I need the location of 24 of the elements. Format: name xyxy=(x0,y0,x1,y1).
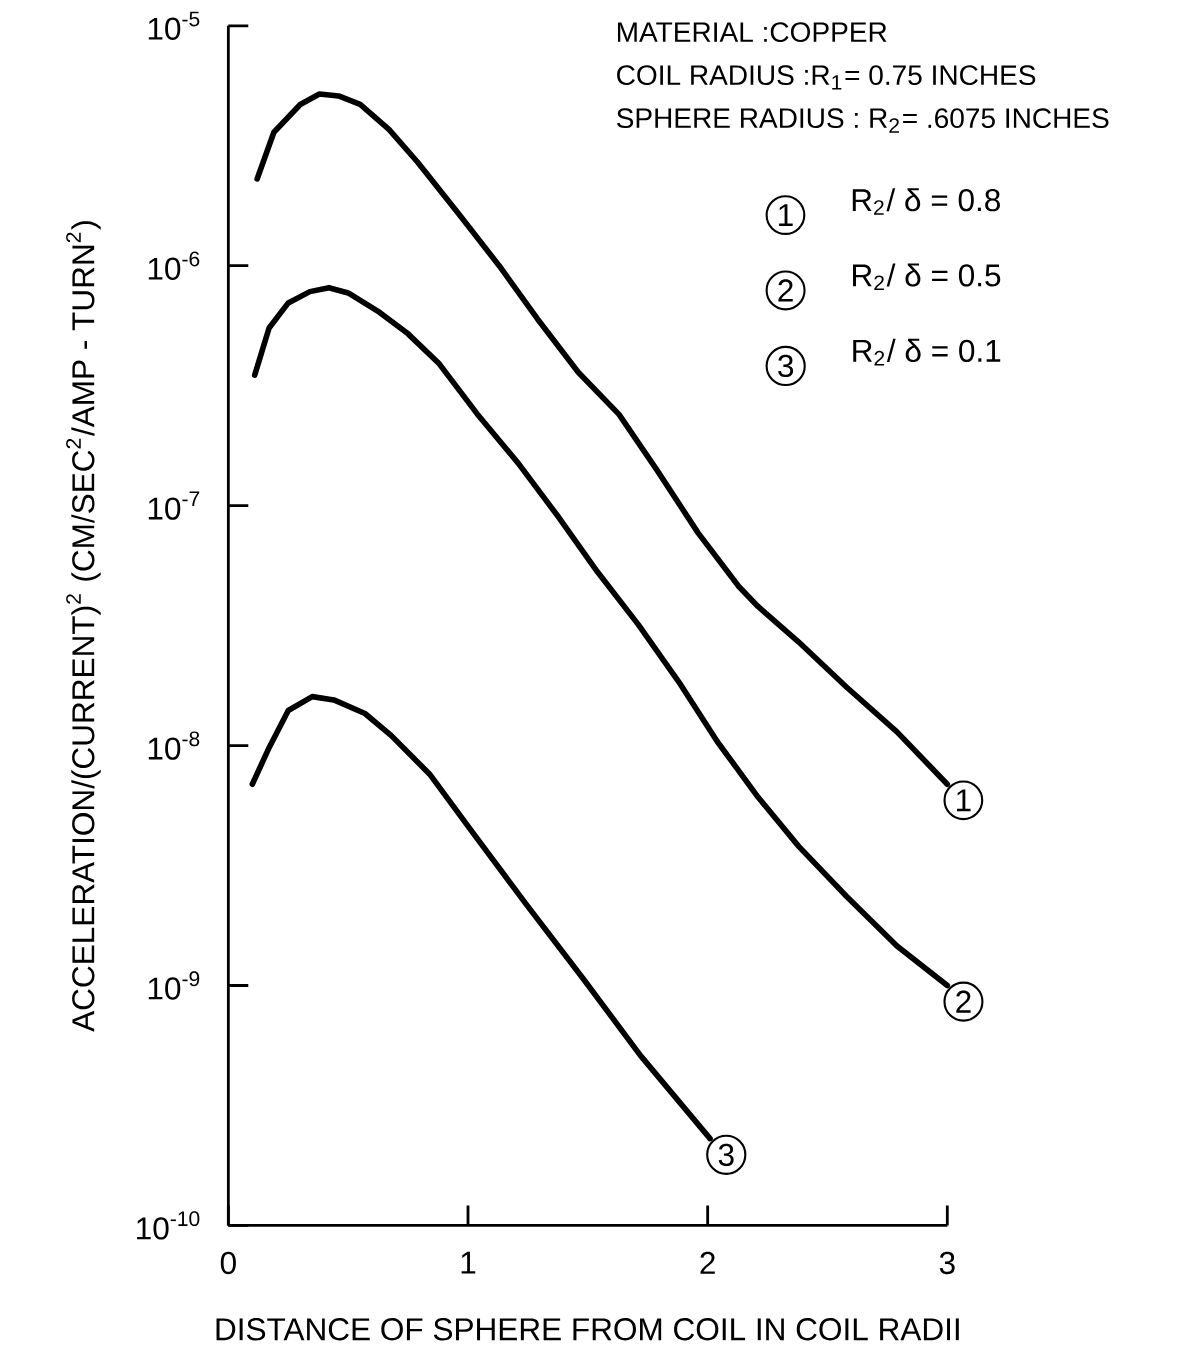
x-tick-label: 1 xyxy=(461,1251,476,1274)
annotation: SPHERE RADIUS : R$_{2}$= .6075 INCHES xyxy=(617,108,1109,133)
text: 1 xyxy=(957,789,971,812)
annotation: COIL RADIUS :R$_{1}$= 0.75 INCHES xyxy=(617,65,1036,90)
x-axis-title: DISTANCE OF SPHERE FROM COIL IN COIL RADII xyxy=(216,1318,959,1341)
y-tick-label: 10$^{-7}$ xyxy=(149,491,200,520)
annotation: MATERIAL :COPPER xyxy=(618,22,887,43)
legend-label: R$_{2}$/ δ = 0.8 xyxy=(852,188,1001,215)
y-tick-label: 10$^{-8}$ xyxy=(149,731,200,760)
text: 3 xyxy=(778,354,794,378)
annotation: 1 xyxy=(779,204,793,226)
annotation: 2 xyxy=(778,279,793,302)
y-tick-label: 10$^{-5}$ xyxy=(149,11,200,40)
text: 2 xyxy=(956,990,971,1013)
x-tick-label: 0 xyxy=(220,1251,237,1275)
y-axis-title: ACCELERATION/(CURRENT)$^{2}$ (CM/SEC$^{2}$/AMP - TURN$^{2}$) xyxy=(66,221,101,1032)
y-tick-label: 10$^{-10}$ xyxy=(137,1211,200,1240)
legend-label: R$_{2}$/ δ = 0.1 xyxy=(853,338,1001,366)
annotation: 3 xyxy=(718,1143,734,1167)
y-tick-label: 10$^{-9}$ xyxy=(149,971,200,1000)
x-tick-label: 2 xyxy=(700,1251,715,1274)
y-tick-label: 10$^{-6}$ xyxy=(149,251,200,280)
legend-label: R$_{2}$/ δ = 0.5 xyxy=(853,263,1001,291)
x-tick-label: 3 xyxy=(939,1251,955,1275)
